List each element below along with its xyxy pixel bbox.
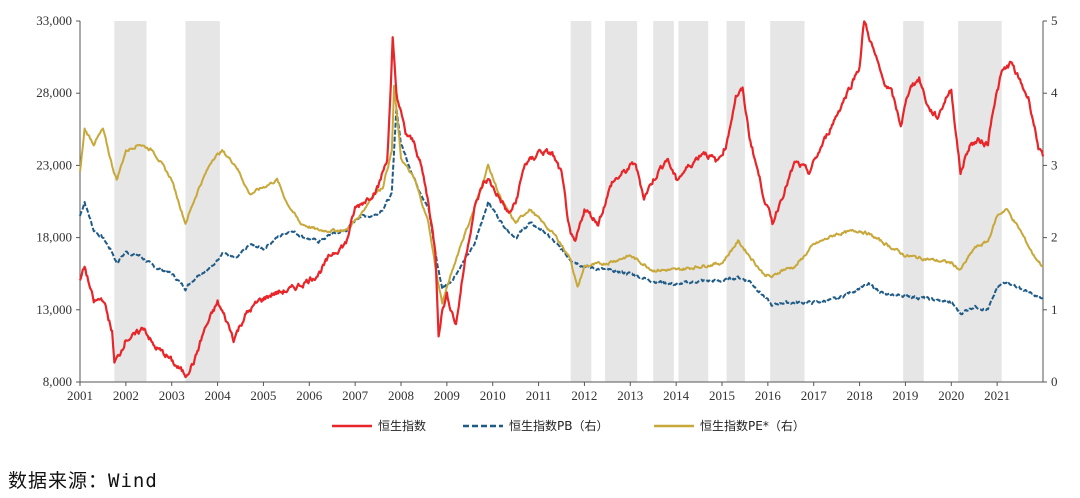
shaded-period-9 (958, 21, 1002, 382)
x-tick-label: 2009 (434, 388, 460, 403)
x-tick-label: 2013 (617, 388, 643, 403)
x-tick-label: 2017 (801, 388, 828, 403)
shaded-period-2 (570, 21, 592, 382)
source-note: 数据来源：Wind (8, 470, 158, 492)
y-left-tick-label: 13,000 (36, 302, 72, 317)
shaded-period-1 (185, 21, 220, 382)
shaded-period-3 (605, 21, 638, 382)
y-left-tick-label: 28,000 (36, 85, 72, 100)
shaded-period-8 (903, 21, 924, 382)
x-tick-label: 2012 (571, 388, 597, 403)
x-tick-label: 2010 (480, 388, 506, 403)
x-tick-label: 2020 (938, 388, 964, 403)
x-tick-label: 2001 (67, 388, 93, 403)
legend-label-1: 恒生指数PB（右） (509, 418, 608, 433)
x-tick-label: 2003 (159, 388, 185, 403)
x-tick-label: 2019 (892, 388, 918, 403)
y-right-tick-label: 1 (1051, 302, 1058, 317)
x-tick-label: 2015 (709, 388, 735, 403)
x-tick-label: 2005 (250, 388, 276, 403)
shaded-period-4 (653, 21, 674, 382)
x-tick-label: 2006 (296, 388, 323, 403)
y-left-tick-label: 23,000 (36, 157, 72, 172)
series-line-0 (78, 20, 1045, 379)
axes: 2001 2002 2003 2004 2005 2006 2007 2008 2009 2010… (36, 13, 1058, 403)
y-left-tick-label: 18,000 (36, 230, 72, 245)
series-line-2 (79, 84, 1044, 305)
x-tick-label: 2007 (342, 388, 369, 403)
shaded-period-5 (678, 21, 709, 382)
x-tick-label: 2008 (388, 388, 414, 403)
legend: 恒生指数 恒生指数PB（右） 恒生指数PE*（右） (332, 418, 805, 433)
chart: 2001 2002 2003 2004 2005 2006 2007 2008 2009 2010… (36, 13, 1058, 433)
series-line-1 (79, 107, 1044, 316)
legend-label-2: 恒生指数PE*（右） (700, 418, 805, 433)
series-lines (78, 20, 1045, 379)
x-tick-label: 2021 (984, 388, 1010, 403)
y-right-tick-label: 2 (1051, 230, 1058, 245)
y-right-tick-label: 4 (1051, 85, 1058, 100)
legend-label-0: 恒生指数 (378, 418, 426, 433)
x-tick-label: 2002 (113, 388, 139, 403)
y-left-tick-label: 8,000 (43, 374, 72, 389)
y-right-tick-label: 5 (1051, 13, 1058, 28)
x-tick-label: 2018 (847, 388, 873, 403)
y-left-tick-label: 33,000 (36, 13, 72, 28)
x-tick-label: 2004 (205, 388, 232, 403)
shaded-period-6 (726, 21, 745, 382)
shaded-period-7 (770, 21, 805, 382)
shaded-period-0 (114, 21, 147, 382)
x-tick-label: 2014 (663, 388, 690, 403)
y-right-tick-label: 0 (1051, 374, 1058, 389)
y-right-tick-label: 3 (1051, 157, 1058, 172)
x-tick-label: 2011 (526, 388, 552, 403)
shaded-periods (114, 21, 1002, 382)
x-tick-label: 2016 (755, 388, 782, 403)
